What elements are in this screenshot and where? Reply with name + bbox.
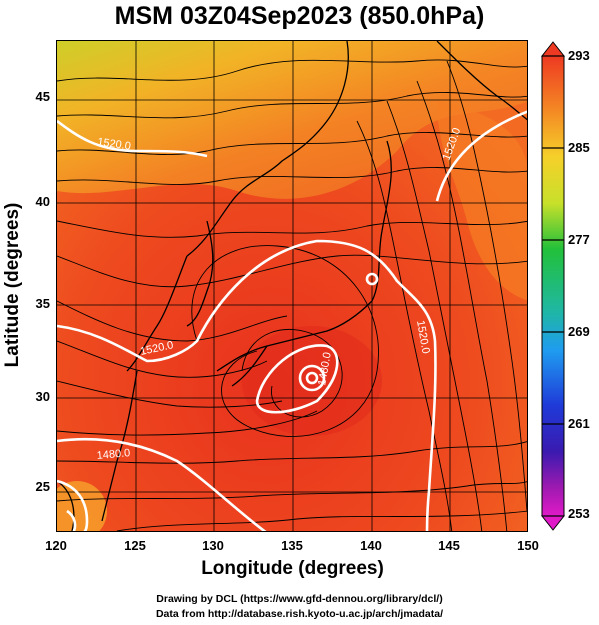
colorbar-tick-label: 293 xyxy=(568,48,590,63)
y-axis-label: Latitude (degrees) xyxy=(2,202,23,368)
temperature-field-northeast xyxy=(437,101,527,301)
contour-label: 1520.0 xyxy=(414,319,432,354)
colorbar-gradient xyxy=(541,55,565,517)
credit-drawing: Drawing by DCL (https://www.gfd-dennou.o… xyxy=(156,593,443,605)
colorbar xyxy=(540,41,566,531)
cool-pocket-southwest xyxy=(57,481,107,531)
y-tick-label: 45 xyxy=(35,89,50,104)
colorbar-tick-label: 253 xyxy=(568,506,590,521)
x-tick-label: 120 xyxy=(45,538,67,553)
height-contours xyxy=(57,110,527,531)
colorbar-tick-label: 269 xyxy=(568,324,590,339)
colorbar-top-arrow xyxy=(540,41,566,57)
colorbar-ticks xyxy=(542,55,564,517)
contour-label: 1480.0 xyxy=(96,447,131,462)
colorbar-tick-label: 285 xyxy=(568,140,590,155)
streamlines xyxy=(57,59,527,531)
x-tick-label: 145 xyxy=(438,538,460,553)
x-tick-label: 140 xyxy=(360,538,382,553)
map-panel: 1520.0 1520.0 1520.0 1520.0 1480.0 1480.… xyxy=(56,40,528,532)
colorbar-bottom-arrow xyxy=(540,515,566,531)
y-tick-label: 35 xyxy=(35,296,50,311)
credit-data: Data from http://database.rish.kyoto-u.a… xyxy=(155,608,444,620)
contour-label: 1520.0 xyxy=(97,136,132,153)
x-axis-label: Longitude (degrees) xyxy=(201,558,384,579)
chart-title: MSM 03Z04Sep2023 (850.0hPa) xyxy=(114,2,485,30)
x-tick-label: 150 xyxy=(517,538,539,553)
x-tick-label: 135 xyxy=(281,538,303,553)
colorbar-tick-label: 277 xyxy=(568,232,590,247)
colorbar-tick-label: 261 xyxy=(568,416,590,431)
warm-core xyxy=(242,326,382,436)
contour-label: 1480.0 xyxy=(316,351,334,386)
graticule xyxy=(57,41,527,531)
x-tick-label: 125 xyxy=(124,538,146,553)
y-tick-label: 25 xyxy=(35,479,50,494)
y-tick-label: 30 xyxy=(35,389,50,404)
coastlines xyxy=(57,41,527,531)
y-tick-label: 40 xyxy=(35,194,50,209)
x-tick-label: 130 xyxy=(202,538,224,553)
map-svg: 1520.0 1520.0 1520.0 1520.0 1480.0 1480.… xyxy=(57,41,527,531)
